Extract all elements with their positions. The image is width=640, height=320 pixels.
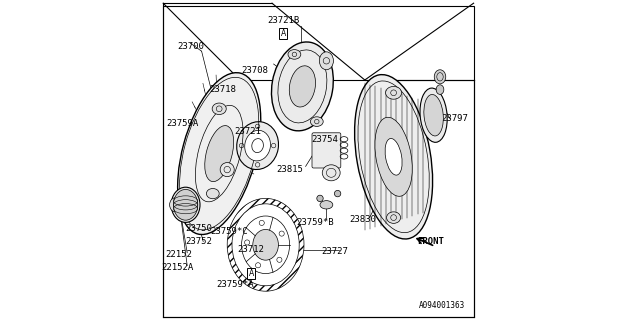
Text: A: A — [280, 29, 286, 38]
Text: 23754: 23754 — [312, 135, 338, 144]
Circle shape — [317, 195, 323, 202]
Text: 23752: 23752 — [185, 237, 212, 246]
Text: A094001363: A094001363 — [419, 301, 465, 310]
Ellipse shape — [424, 94, 444, 136]
Ellipse shape — [320, 201, 333, 209]
Ellipse shape — [244, 130, 271, 161]
Text: 23721B: 23721B — [267, 16, 300, 25]
Ellipse shape — [178, 73, 260, 235]
Text: 23759*B: 23759*B — [296, 218, 334, 227]
Ellipse shape — [173, 189, 198, 220]
Ellipse shape — [271, 42, 333, 131]
Text: FRONT: FRONT — [417, 237, 444, 246]
Ellipse shape — [323, 165, 340, 181]
Ellipse shape — [355, 75, 433, 239]
Ellipse shape — [310, 117, 323, 126]
Text: 23830: 23830 — [350, 215, 376, 224]
Ellipse shape — [420, 88, 447, 142]
Text: 23727: 23727 — [321, 247, 348, 256]
Ellipse shape — [205, 125, 234, 182]
Text: 23721: 23721 — [235, 127, 261, 136]
Ellipse shape — [385, 139, 402, 175]
FancyBboxPatch shape — [312, 133, 340, 168]
Text: 23700: 23700 — [177, 42, 204, 51]
Ellipse shape — [170, 198, 181, 212]
Ellipse shape — [253, 229, 278, 260]
Ellipse shape — [319, 52, 333, 70]
Ellipse shape — [232, 204, 300, 286]
Text: 23750: 23750 — [185, 224, 212, 233]
Text: 23815: 23815 — [276, 165, 303, 174]
Ellipse shape — [385, 86, 402, 99]
Ellipse shape — [227, 198, 304, 291]
Text: 23718: 23718 — [209, 85, 236, 94]
Ellipse shape — [212, 103, 227, 115]
Text: A: A — [248, 269, 254, 278]
Text: 23759A: 23759A — [166, 119, 198, 128]
Text: 22152: 22152 — [166, 250, 193, 259]
Ellipse shape — [435, 70, 445, 84]
Text: 23712: 23712 — [238, 245, 264, 254]
Ellipse shape — [172, 187, 200, 222]
Ellipse shape — [288, 50, 301, 59]
Text: 23797: 23797 — [441, 114, 468, 123]
Ellipse shape — [387, 212, 401, 223]
Ellipse shape — [206, 188, 220, 199]
Text: 23759*C: 23759*C — [210, 228, 248, 236]
Text: 22152A: 22152A — [161, 263, 194, 272]
Ellipse shape — [436, 85, 444, 94]
Text: 23708: 23708 — [241, 66, 268, 75]
Circle shape — [335, 190, 341, 197]
Text: 23759*A: 23759*A — [216, 280, 254, 289]
Ellipse shape — [375, 117, 412, 196]
Circle shape — [220, 163, 234, 177]
Ellipse shape — [289, 66, 316, 107]
Ellipse shape — [237, 122, 278, 170]
